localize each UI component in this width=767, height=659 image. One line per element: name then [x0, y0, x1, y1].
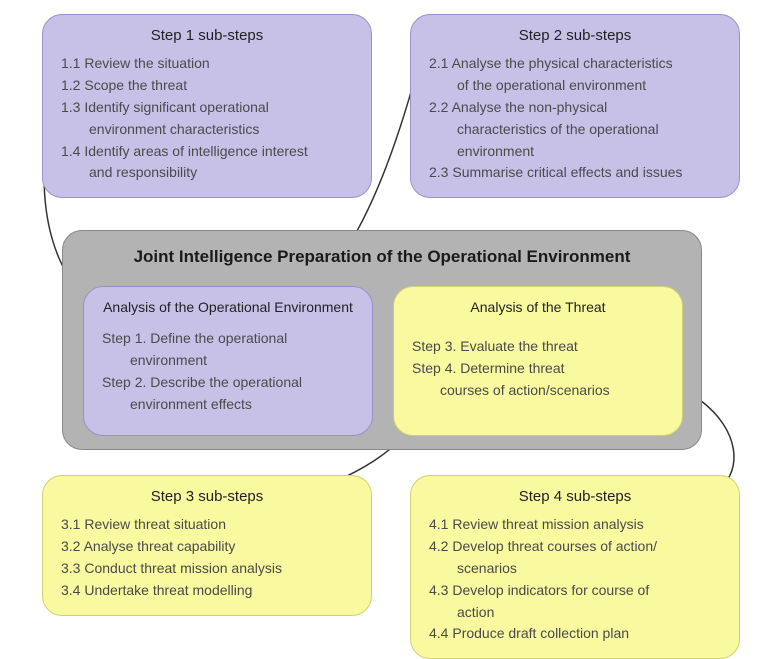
- step2-items: 2.1 Analyse the physical characteristics…: [429, 54, 721, 182]
- text-line: characteristics of the operational: [429, 120, 721, 139]
- center-container: Joint Intelligence Preparation of the Op…: [62, 230, 702, 450]
- text-line: 3.4 Undertake threat modelling: [61, 581, 353, 600]
- center-left-box: Analysis of the Operational Environment …: [83, 286, 373, 436]
- text-line: 1.4 Identify areas of intelligence inter…: [61, 142, 353, 161]
- step1-box: Step 1 sub-steps 1.1 Review the situatio…: [42, 14, 372, 198]
- text-line: 1.3 Identify significant operational: [61, 98, 353, 117]
- text-line: 4.1 Review threat mission analysis: [429, 515, 721, 534]
- center-left-lines: Step 1. Define the operational environmen…: [102, 329, 354, 414]
- text-line: environment: [429, 142, 721, 161]
- text-line: courses of action/scenarios: [412, 381, 664, 400]
- step4-title: Step 4 sub-steps: [429, 488, 721, 505]
- text-line: 1.1 Review the situation: [61, 54, 353, 73]
- step4-items: 4.1 Review threat mission analysis 4.2 De…: [429, 515, 721, 643]
- text-line: and responsibility: [61, 163, 353, 182]
- text-line: 2.2 Analyse the non-physical: [429, 98, 721, 117]
- text-line: of the operational environment: [429, 76, 721, 95]
- step4-box: Step 4 sub-steps 4.1 Review threat missi…: [410, 475, 740, 659]
- step2-box: Step 2 sub-steps 2.1 Analyse the physica…: [410, 14, 740, 198]
- step3-title: Step 3 sub-steps: [61, 488, 353, 505]
- text-line: 2.1 Analyse the physical characteristics: [429, 54, 721, 73]
- center-right-box: Analysis of the Threat Step 3. Evaluate …: [393, 286, 683, 436]
- text-line: Step 3. Evaluate the threat: [412, 337, 664, 356]
- step3-items: 3.1 Review threat situation 3.2 Analyse t…: [61, 515, 353, 600]
- text-line: 3.1 Review threat situation: [61, 515, 353, 534]
- step3-box: Step 3 sub-steps 3.1 Review threat situa…: [42, 475, 372, 616]
- center-main-title: Joint Intelligence Preparation of the Op…: [83, 247, 681, 267]
- step1-title: Step 1 sub-steps: [61, 27, 353, 44]
- text-line: action: [429, 603, 721, 622]
- text-line: 3.3 Conduct threat mission analysis: [61, 559, 353, 578]
- step1-items: 1.1 Review the situation 1.2 Scope the th…: [61, 54, 353, 182]
- text-line: environment: [102, 351, 354, 370]
- text-line: scenarios: [429, 559, 721, 578]
- text-line: 4.2 Develop threat courses of action/: [429, 537, 721, 556]
- text-line: environment effects: [102, 395, 354, 414]
- text-line: Step 4. Determine threat: [412, 359, 664, 378]
- text-line: environment characteristics: [61, 120, 353, 139]
- step2-title: Step 2 sub-steps: [429, 27, 721, 44]
- text-line: 4.3 Develop indicators for course of: [429, 581, 721, 600]
- text-line: 1.2 Scope the threat: [61, 76, 353, 95]
- center-left-title: Analysis of the Operational Environment: [102, 299, 354, 315]
- text-line: Step 1. Define the operational: [102, 329, 354, 348]
- center-right-lines: Step 3. Evaluate the threat Step 4. Deter…: [412, 337, 664, 400]
- text-line: 4.4 Produce draft collection plan: [429, 624, 721, 643]
- text-line: 2.3 Summarise critical effects and issue…: [429, 163, 721, 182]
- text-line: 3.2 Analyse threat capability: [61, 537, 353, 556]
- center-right-title: Analysis of the Threat: [412, 299, 664, 315]
- text-line: Step 2. Describe the operational: [102, 373, 354, 392]
